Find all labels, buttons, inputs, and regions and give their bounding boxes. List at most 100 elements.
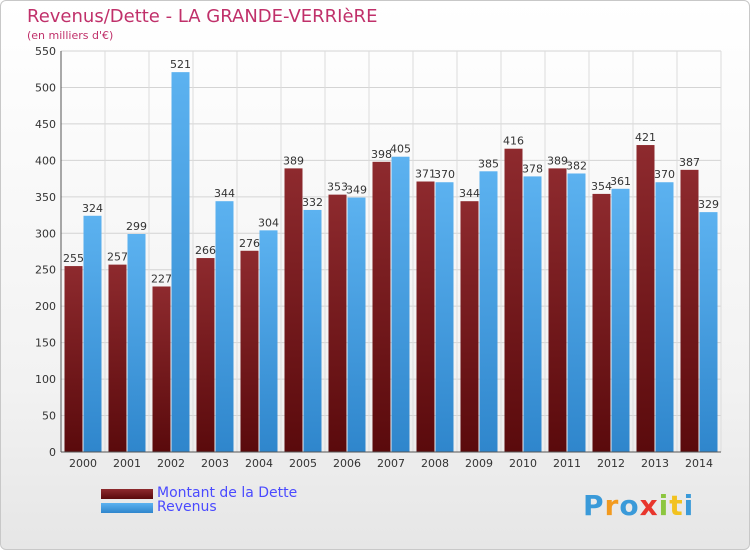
x-tick-label: 2011 (553, 457, 581, 470)
y-tick-label: 100 (35, 373, 56, 386)
bar-revenus-2002 (171, 72, 190, 452)
data-label-debt-2002: 227 (151, 272, 172, 285)
bar-debt-2013 (636, 145, 655, 452)
y-tick-label: 350 (35, 191, 56, 204)
bar-revenus-2013 (655, 182, 674, 452)
y-tick-label: 150 (35, 337, 56, 350)
logo-letter: r (604, 489, 620, 522)
bar-revenus-2009 (479, 171, 498, 453)
y-tick-label: 450 (35, 118, 56, 131)
x-tick-label: 2005 (289, 457, 317, 470)
data-label-debt-2008: 371 (415, 168, 436, 181)
bar-debt-2012 (592, 193, 611, 452)
bar-revenus-2005 (303, 209, 322, 452)
data-label-revenus-2006: 349 (346, 184, 367, 197)
legend-label-revenus: Revenus (157, 499, 217, 515)
data-label-revenus-2007: 405 (390, 143, 411, 156)
data-label-revenus-2009: 385 (478, 157, 499, 170)
data-label-debt-2011: 389 (547, 154, 568, 167)
x-tick-label: 2006 (333, 457, 361, 470)
x-tick-label: 2010 (509, 457, 537, 470)
bar-revenus-2008 (435, 182, 454, 452)
x-tick-label: 2008 (421, 457, 449, 470)
data-label-revenus-2005: 332 (302, 196, 323, 209)
bar-debt-2006 (328, 194, 347, 452)
logo-letter: t (669, 489, 684, 522)
x-tick-label: 2007 (377, 457, 405, 470)
x-tick-label: 2004 (245, 457, 273, 470)
logo-letter: P (583, 489, 605, 522)
data-label-revenus-2002: 521 (170, 58, 191, 71)
bar-revenus-2006 (347, 197, 366, 452)
data-label-revenus-2012: 361 (610, 175, 631, 188)
bar-revenus-2003 (215, 201, 234, 452)
bar-debt-2000 (64, 266, 83, 452)
data-label-debt-2003: 266 (195, 244, 216, 257)
data-label-revenus-2004: 304 (258, 216, 279, 229)
bar-revenus-2011 (567, 173, 586, 452)
data-label-debt-2013: 421 (635, 131, 656, 144)
y-tick-label: 400 (35, 154, 56, 167)
legend-label-debt: Montant de la Dette (157, 485, 298, 501)
data-label-revenus-2000: 324 (82, 202, 103, 215)
data-label-revenus-2008: 370 (434, 168, 455, 181)
chart-title: Revenus/Dette - LA GRANDE-VERRIèRE (27, 6, 378, 27)
x-tick-label: 2002 (157, 457, 185, 470)
data-label-debt-2005: 389 (283, 154, 304, 167)
data-label-revenus-2003: 344 (214, 187, 235, 200)
x-tick-label: 2013 (641, 457, 669, 470)
logo-letter: o (619, 489, 640, 522)
data-label-revenus-2013: 370 (654, 168, 675, 181)
legend-swatch-revenus (101, 503, 153, 513)
y-tick-label: 550 (35, 45, 56, 58)
data-label-debt-2012: 354 (591, 180, 612, 193)
y-tick-label: 500 (35, 81, 56, 94)
y-tick-label: 200 (35, 300, 56, 313)
chart-subtitle: (en milliers d'€) (27, 29, 114, 42)
data-label-debt-2004: 276 (239, 237, 260, 250)
x-tick-label: 2000 (69, 457, 97, 470)
bar-debt-2014 (680, 169, 699, 453)
logo-letter: i (658, 489, 670, 522)
x-tick-label: 2012 (597, 457, 625, 470)
data-label-debt-2014: 387 (679, 156, 700, 169)
x-tick-label: 2003 (201, 457, 229, 470)
bar-debt-2009 (460, 201, 479, 452)
bar-debt-2004 (240, 250, 259, 452)
y-tick-label: 50 (42, 410, 56, 423)
bar-debt-2011 (548, 168, 567, 452)
bar-revenus-2012 (611, 188, 630, 452)
data-label-debt-2007: 398 (371, 148, 392, 161)
bar-debt-2003 (196, 258, 215, 452)
bar-revenus-2007 (391, 156, 410, 452)
bar-debt-2008 (416, 181, 435, 453)
data-label-revenus-2014: 329 (698, 198, 719, 211)
bar-revenus-2004 (259, 230, 278, 452)
data-label-debt-2010: 416 (503, 135, 524, 148)
data-label-revenus-2001: 299 (126, 220, 147, 233)
x-tick-label: 2001 (113, 457, 141, 470)
y-tick-label: 300 (35, 227, 56, 240)
data-label-revenus-2011: 382 (566, 159, 587, 172)
logo-letter: i (683, 489, 695, 522)
proxiti-logo: Proxiti (583, 489, 694, 522)
data-label-debt-2000: 255 (63, 252, 84, 265)
x-tick-label: 2014 (685, 457, 713, 470)
y-tick-label: 250 (35, 264, 56, 277)
bar-revenus-2014 (699, 212, 718, 452)
logo-letter: x (639, 489, 659, 522)
y-tick-label: 0 (49, 446, 56, 459)
data-label-debt-2001: 257 (107, 251, 128, 264)
bar-revenus-2000 (83, 215, 102, 452)
x-tick-label: 2009 (465, 457, 493, 470)
data-label-debt-2009: 344 (459, 187, 480, 200)
bar-debt-2001 (108, 264, 127, 452)
bar-debt-2005 (284, 168, 303, 452)
bar-revenus-2010 (523, 176, 542, 453)
bar-debt-2002 (152, 286, 171, 452)
bar-debt-2007 (372, 161, 391, 452)
bar-revenus-2001 (127, 234, 146, 452)
data-label-debt-2006: 353 (327, 181, 348, 194)
data-label-revenus-2010: 378 (522, 162, 543, 175)
